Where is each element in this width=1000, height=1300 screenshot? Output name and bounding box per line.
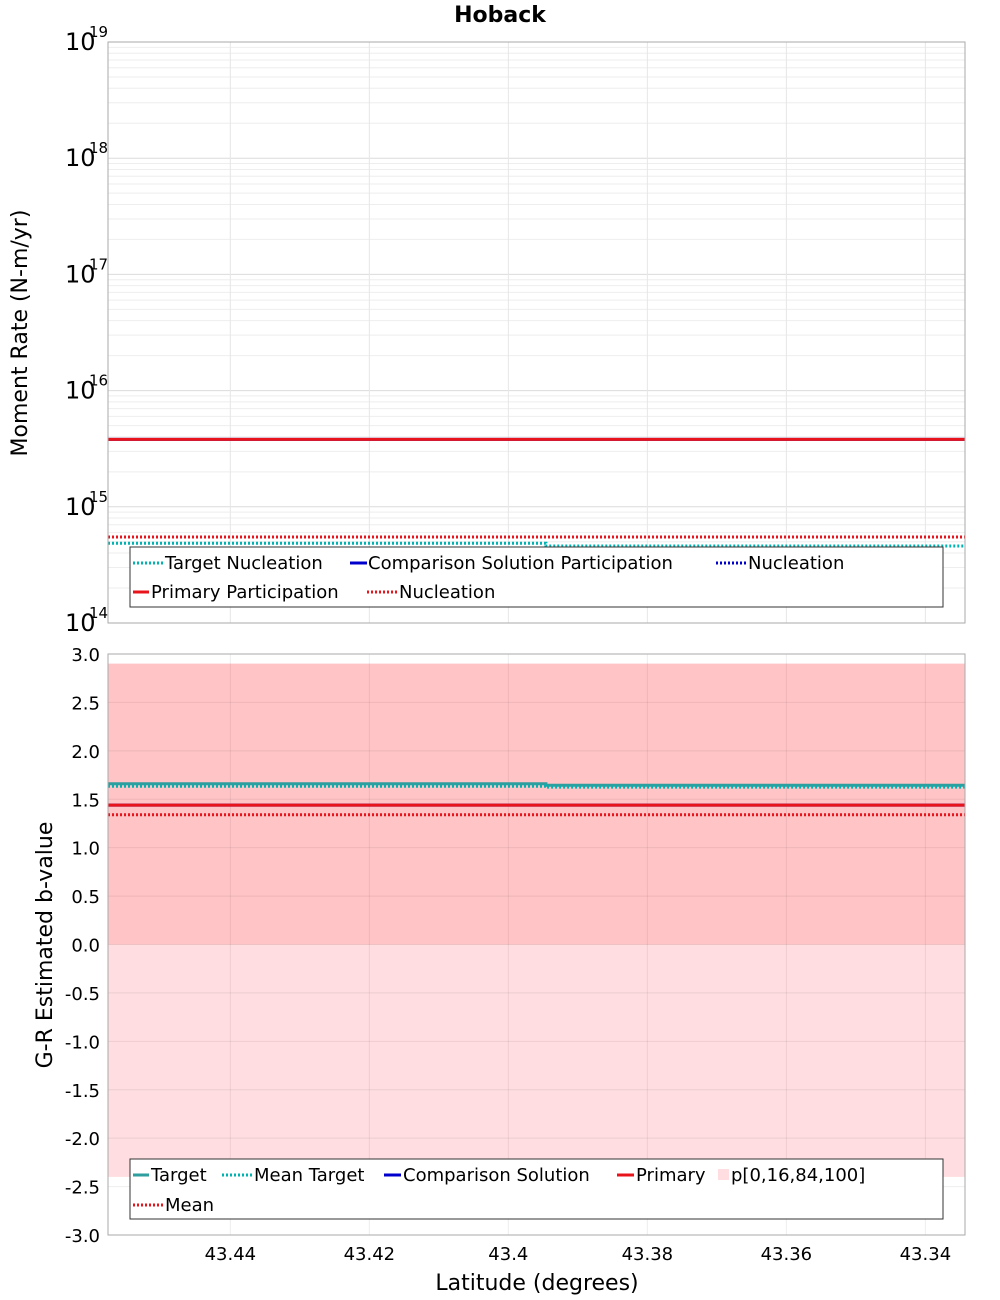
bottom-plot-frame — [107, 653, 966, 1236]
x-tick-label: 43.4 — [488, 1244, 528, 1265]
top-y-tick-base: 10 — [65, 28, 96, 56]
legend-item-primary-nucleation: Nucleation — [367, 582, 495, 603]
x-tick-label: 43.42 — [344, 1244, 396, 1265]
legend-label-target-nucleation: Target Nucleation — [164, 553, 323, 574]
b-value-panel: 3.0 2.5 2.0 1.5 1.0 0.5 0.0 -0.5 -1.0 -1.5 -2.0 -2.… — [33, 645, 966, 1296]
top-y-tick-base: 10 — [65, 493, 96, 521]
legend-item-mean-target: Mean Target — [222, 1165, 364, 1186]
bottom-legend: Target Mean Target Comparison Solution P… — [129, 1158, 944, 1220]
bottom-y-tick-label: 1.5 — [71, 790, 100, 811]
legend-swatch-percentiles — [718, 1169, 729, 1180]
legend-label-primary-participation: Primary Participation — [151, 582, 339, 603]
legend-item-comparison-nucleation: Nucleation — [716, 553, 844, 574]
x-axis-title: Latitude (degrees) — [435, 1271, 638, 1296]
bottom-y-axis-title: G-R Estimated b-value — [33, 822, 58, 1069]
legend-label-primary-nucleation: Nucleation — [399, 582, 495, 603]
top-series-group — [108, 437, 965, 548]
bottom-y-tick-label: 2.5 — [71, 693, 100, 714]
bottom-y-tick-label: 1.0 — [71, 839, 100, 860]
top-y-tick-base: 10 — [65, 609, 96, 637]
top-y-axis-title: Moment Rate (N-m/yr) — [8, 210, 33, 457]
top-y-tick-base: 10 — [65, 260, 96, 288]
legend-label-mean: Mean — [165, 1195, 214, 1216]
legend-label-comparison-nucleation: Nucleation — [748, 553, 844, 574]
bottom-y-tick-label: 2.0 — [71, 742, 100, 763]
bottom-series-line-1 — [108, 784, 965, 789]
x-tick-label: 43.44 — [205, 1244, 257, 1265]
top-series-line-0 — [108, 541, 965, 548]
bottom-series-line-0 — [108, 782, 965, 787]
bottom-x-ticks: 43.44 43.42 43.4 43.38 43.36 43.34 — [205, 1244, 952, 1265]
top-y-tick-exponent: 18 — [89, 139, 108, 157]
bottom-y-tick-label: 0.0 — [71, 936, 100, 957]
chart-title: Hoback — [454, 3, 547, 28]
top-legend: Target Nucleation Comparison Solution Pa… — [129, 546, 944, 608]
top-y-tick-base: 10 — [65, 377, 96, 405]
legend-label-target: Target — [150, 1165, 207, 1186]
top-y-tick-exponent: 17 — [89, 255, 108, 273]
top-y-tick-exponent: 14 — [89, 604, 108, 622]
bottom-y-tick-label: -1.5 — [65, 1081, 100, 1102]
bottom-y-tick-label: 0.5 — [71, 887, 100, 908]
bottom-percentile-bands — [108, 663, 965, 1177]
top-legend-box — [129, 546, 944, 608]
x-tick-label: 43.34 — [900, 1244, 952, 1265]
top-y-tick-exponent: 16 — [89, 372, 108, 390]
legend-item-comparison-solution: Comparison Solution — [384, 1165, 590, 1186]
bottom-y-tick-label: -0.5 — [65, 984, 100, 1005]
legend-label-mean-target: Mean Target — [254, 1165, 364, 1186]
bottom-y-tick-label: 3.0 — [71, 645, 100, 666]
legend-label-percentiles: p[0,16,84,100] — [731, 1165, 865, 1186]
legend-label-comparison-solution: Comparison Solution — [403, 1165, 590, 1186]
legend-item-mean: Mean — [133, 1195, 214, 1216]
top-plot-frame — [107, 41, 966, 624]
bottom-series-group — [108, 782, 965, 817]
bottom-legend-box — [129, 1158, 944, 1220]
bottom-y-ticks: 3.0 2.5 2.0 1.5 1.0 0.5 0.0 -0.5 -1.0 -1.5 -2.0 -2.… — [65, 645, 100, 1247]
legend-item-target-nucleation: Target Nucleation — [133, 553, 323, 574]
bottom-y-tick-label: -2.5 — [65, 1178, 100, 1199]
bottom-y-tick-label: -2.0 — [65, 1129, 100, 1150]
legend-label-primary: Primary — [636, 1165, 706, 1186]
top-plot-area — [108, 42, 965, 623]
bottom-y-tick-label: -3.0 — [65, 1226, 100, 1247]
legend-item-comparison-participation: Comparison Solution Participation — [350, 553, 673, 574]
bottom-y-tick-label: -1.0 — [65, 1032, 100, 1053]
legend-item-primary: Primary — [617, 1165, 706, 1186]
legend-item-target: Target — [133, 1165, 207, 1186]
legend-item-primary-participation: Primary Participation — [133, 582, 339, 603]
top-y-tick-exponent: 19 — [89, 23, 108, 41]
top-y-tick-base: 10 — [65, 144, 96, 172]
x-tick-label: 43.38 — [622, 1244, 674, 1265]
legend-item-percentiles: p[0,16,84,100] — [718, 1165, 865, 1186]
x-tick-label: 43.36 — [761, 1244, 813, 1265]
top-y-tick-exponent: 15 — [89, 488, 108, 506]
legend-label-comparison-participation: Comparison Solution Participation — [368, 553, 673, 574]
